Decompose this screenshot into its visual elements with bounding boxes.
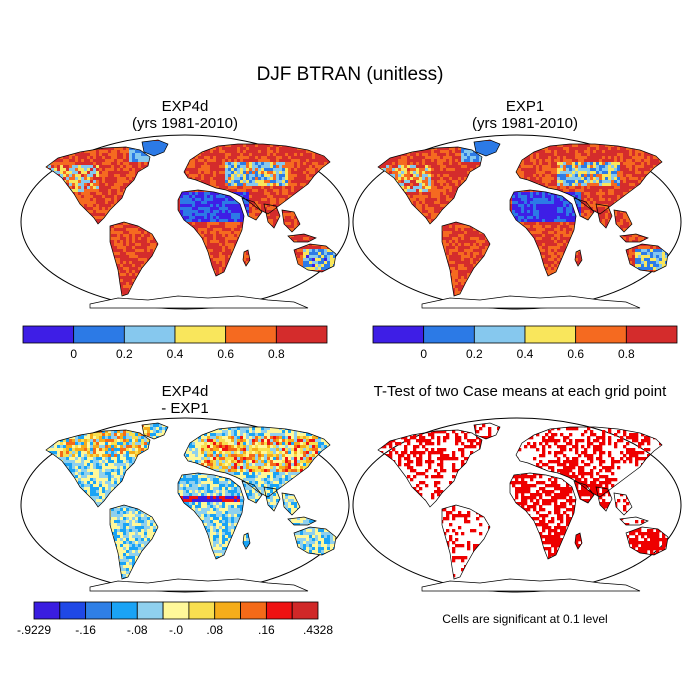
colorbar-swatch bbox=[291, 601, 319, 620]
colorbar-swatch bbox=[575, 325, 627, 344]
colorbar-exp4d bbox=[22, 325, 328, 344]
figure-title: DJF BTRAN (unitless) bbox=[256, 64, 444, 85]
colorbar-swatch bbox=[372, 325, 425, 344]
map-panel-ttest bbox=[352, 417, 682, 593]
panel-4-title: T-Test of two Case means at each grid po… bbox=[345, 383, 695, 400]
colorbar-difference bbox=[33, 601, 319, 620]
colorbar-difference-labels: -.9229 -.16 -.08 -.0 .08 .16 .4328 bbox=[17, 623, 333, 639]
colorbar-swatch bbox=[59, 601, 87, 620]
colorbar-swatch bbox=[162, 601, 190, 620]
colorbar-swatch bbox=[85, 601, 112, 620]
panel-1-title-line2: (yrs 1981-2010) bbox=[132, 115, 238, 132]
colorbar-tick-label: 0.8 bbox=[617, 347, 635, 361]
panel-3-title-line1: EXP4d bbox=[161, 383, 209, 400]
colorbar-tick-label: 0 bbox=[420, 347, 427, 361]
colorbar-tick-label: .16 bbox=[258, 623, 275, 637]
map-panel-exp4d bbox=[20, 134, 350, 310]
colorbar-swatch bbox=[214, 601, 241, 620]
colorbar-swatch bbox=[423, 325, 475, 344]
colorbar-tick-label: .08 bbox=[206, 623, 224, 637]
colorbar-tick-label: 0 bbox=[70, 347, 77, 361]
colorbar-tick-label: -.08 bbox=[126, 623, 148, 637]
map-panel-exp1 bbox=[352, 134, 682, 310]
colorbar-exp1 bbox=[372, 325, 678, 344]
colorbar-exp1-labels: 0 0.2 0.4 0.6 0.8 bbox=[372, 347, 678, 363]
colorbar-exp4d-labels: 0 0.2 0.4 0.6 0.8 bbox=[22, 347, 328, 363]
colorbar-swatch bbox=[524, 325, 577, 344]
colorbar-swatch bbox=[123, 325, 176, 344]
colorbar-swatch bbox=[136, 601, 164, 620]
colorbar-tick-label: 0.4 bbox=[516, 347, 534, 361]
colorbar-swatch bbox=[240, 601, 267, 620]
significance-note: Cells are significant at 0.1 level bbox=[442, 612, 608, 626]
panel-2-title: EXP1 (yrs 1981-2010) bbox=[375, 98, 675, 132]
panel-2-title-line1: EXP1 bbox=[505, 98, 545, 115]
colorbar-tick-label: -.0 bbox=[168, 623, 183, 637]
colorbar-tick-label: 0.2 bbox=[465, 347, 483, 361]
colorbar-swatch bbox=[473, 325, 526, 344]
colorbar-tick-label: -.16 bbox=[75, 623, 96, 637]
panel-3-title-line2: - EXP1 bbox=[161, 400, 209, 417]
panel-2-title-line2: (yrs 1981-2010) bbox=[472, 115, 578, 132]
colorbar-swatch bbox=[225, 325, 277, 344]
colorbar-swatch bbox=[188, 601, 216, 620]
colorbar-swatch bbox=[265, 601, 293, 620]
colorbar-swatch bbox=[275, 325, 328, 344]
panel-4-title-line1: T-Test of two Case means at each grid po… bbox=[373, 383, 667, 400]
colorbar-swatch bbox=[174, 325, 227, 344]
colorbar-swatch bbox=[33, 601, 61, 620]
colorbar-tick-label: 0.6 bbox=[567, 347, 584, 361]
colorbar-swatch bbox=[73, 325, 125, 344]
colorbar-swatch bbox=[111, 601, 138, 620]
colorbar-swatch bbox=[625, 325, 678, 344]
colorbar-tick-label: -.9229 bbox=[16, 623, 52, 637]
colorbar-tick-label: .4328 bbox=[302, 623, 334, 637]
panel-1-title: EXP4d (yrs 1981-2010) bbox=[35, 98, 335, 132]
colorbar-tick-label: 0.6 bbox=[217, 347, 234, 361]
colorbar-tick-label: 0.2 bbox=[115, 347, 133, 361]
colorbar-tick-label: 0.4 bbox=[166, 347, 184, 361]
panel-1-title-line1: EXP4d bbox=[161, 98, 209, 115]
map-panel-difference bbox=[20, 417, 350, 593]
panel-3-title: EXP4d - EXP1 bbox=[35, 383, 335, 417]
colorbar-tick-label: 0.8 bbox=[267, 347, 285, 361]
colorbar-swatch bbox=[22, 325, 75, 344]
